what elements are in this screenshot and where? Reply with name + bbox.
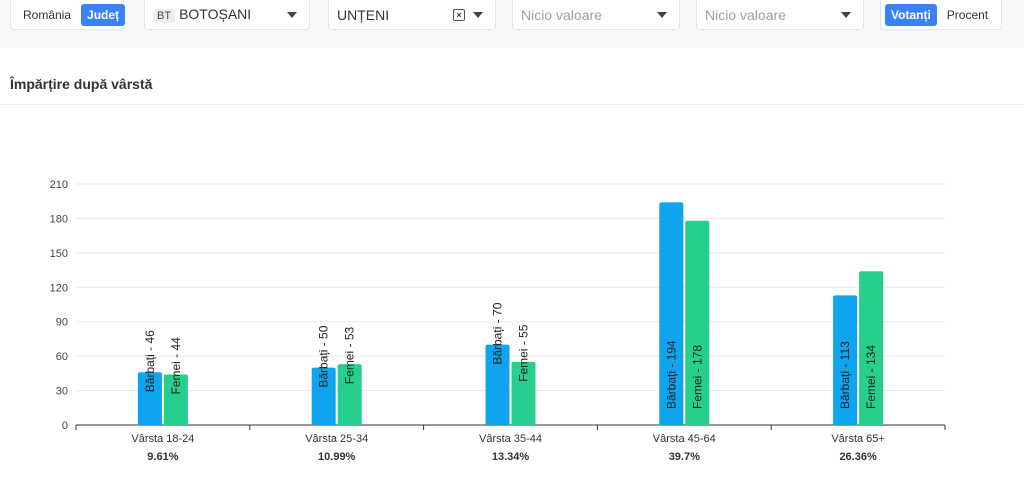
age-bar-chart: 0 30 60 90 120 150 180 210 Bărbați - 46 Femei - 4…: [50, 179, 946, 463]
y-tick-label: 30: [56, 386, 68, 398]
county-select[interactable]: BT BOTOȘANI: [144, 0, 310, 30]
percentage-label: 13.34%: [492, 451, 530, 463]
x-tick-label: Vârsta 65+: [831, 433, 885, 445]
data-label: Bărbați - 194: [664, 340, 678, 409]
panel-title: Împărțire după vârstă: [10, 76, 153, 92]
mode-toggle: Votanți Procent: [880, 0, 1002, 30]
filter-select-3[interactable]: Nicio valoare: [512, 0, 680, 30]
data-label: Bărbați - 70: [491, 302, 505, 364]
percentage-label: 26.36%: [839, 451, 877, 463]
county-value: BOTOȘANI: [179, 6, 252, 22]
x-tick-label: Vârsta 35-44: [479, 433, 542, 445]
data-label: Femei - 178: [690, 345, 704, 409]
bar: [511, 361, 536, 425]
y-tick-label: 90: [56, 317, 68, 329]
clear-icon[interactable]: ×: [453, 8, 465, 21]
y-tick-label: 0: [62, 420, 68, 432]
y-tick-label: 210: [50, 179, 68, 191]
mode-procent-button[interactable]: Procent: [946, 7, 989, 22]
chevron-down-icon[interactable]: [657, 11, 667, 18]
bar: [163, 374, 188, 425]
y-tick-label: 60: [56, 351, 68, 363]
scope-romania-button[interactable]: România: [23, 7, 72, 22]
chevron-down-icon[interactable]: [841, 11, 851, 18]
locality-select[interactable]: UNȚENI ×: [328, 0, 496, 30]
filter-select-4[interactable]: Nicio valoare: [696, 0, 864, 30]
bar: [685, 220, 710, 425]
data-label: Bărbați - 113: [838, 341, 852, 409]
x-tick-label: Vârsta 18-24: [131, 433, 194, 445]
bar: [337, 364, 362, 425]
bar: [859, 271, 884, 425]
y-tick-label: 180: [50, 213, 68, 225]
scope-toggle: România Județ: [10, 0, 126, 30]
data-label: Femei - 134: [864, 345, 878, 409]
data-label: Femei - 55: [517, 324, 531, 382]
chevron-down-icon[interactable]: [473, 11, 483, 18]
data-label: Femei - 44: [169, 337, 183, 395]
percentage-label: 39.7%: [669, 451, 700, 463]
bar: [485, 344, 510, 425]
x-tick-label: Vârsta 25-34: [305, 433, 368, 445]
y-tick-label: 150: [50, 248, 68, 260]
x-tick-label: Vârsta 45-64: [653, 433, 716, 445]
percentage-label: 9.61%: [147, 451, 178, 463]
percentage-label: 10.99%: [318, 451, 356, 463]
data-label: Femei - 53: [343, 326, 357, 384]
bar: [137, 372, 162, 425]
locality-value: UNȚENI: [337, 6, 390, 23]
chevron-down-icon[interactable]: [287, 11, 297, 18]
data-label: Bărbați - 50: [317, 325, 331, 387]
bar: [659, 202, 684, 425]
panel-header: Împărțire după vârstă: [0, 64, 1024, 105]
select-placeholder: Nicio valoare: [521, 6, 602, 23]
select-placeholder: Nicio valoare: [705, 6, 786, 23]
data-label: Bărbați - 46: [143, 330, 157, 392]
y-tick-label: 120: [50, 282, 68, 294]
mode-votanti-button[interactable]: Votanți: [885, 3, 937, 26]
county-code-badge: BT: [153, 9, 176, 23]
bar: [311, 367, 336, 425]
scope-judet-button[interactable]: Județ: [81, 3, 126, 26]
bar: [833, 295, 858, 425]
